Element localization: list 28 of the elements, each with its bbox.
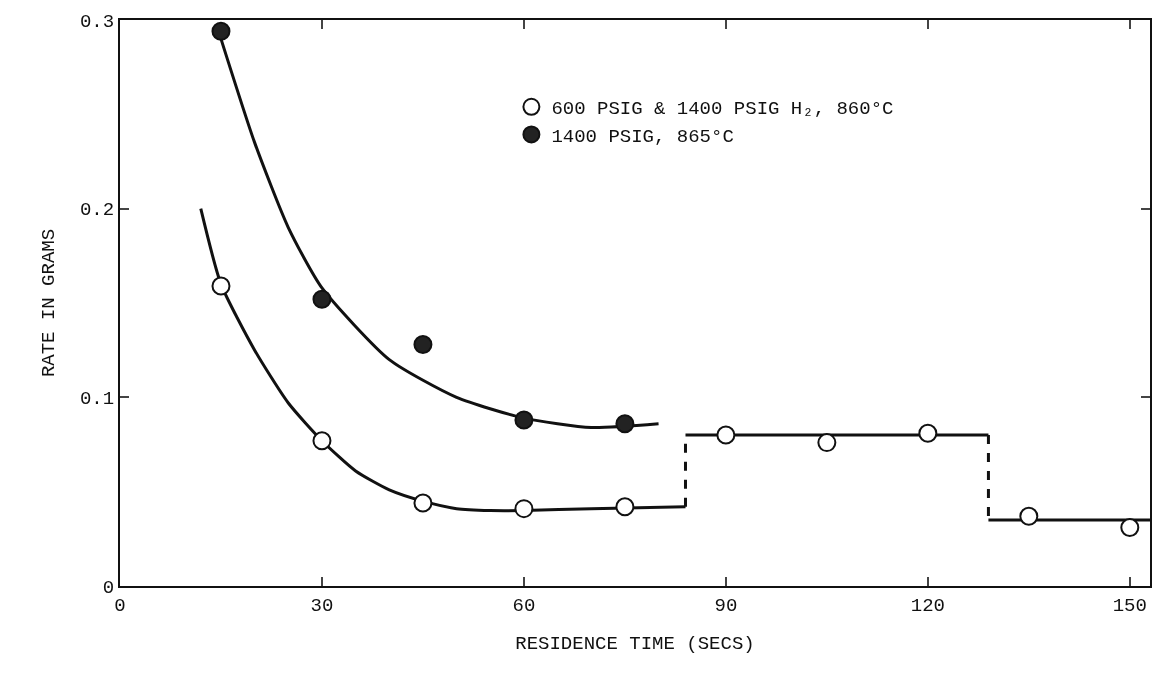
point [312, 289, 332, 309]
x-tick-label: 150 [1112, 594, 1147, 617]
y-tick-label: 0.1 [79, 387, 115, 410]
legend-label: 600 PSIG & 1400 PSIG H₂, 860°C [551, 98, 894, 121]
y-tick-label: 0.3 [79, 10, 115, 33]
point [211, 21, 231, 41]
point [514, 410, 534, 430]
point [1019, 506, 1039, 526]
point [514, 499, 534, 519]
y-tick-label: 0.2 [79, 199, 115, 222]
x-axis-title: RESIDENCE TIME (SECS) [515, 633, 755, 656]
point [615, 497, 635, 517]
point [817, 433, 837, 453]
y-tick-label: 0 [102, 576, 115, 599]
x-tick-label: 90 [714, 594, 738, 617]
point [716, 425, 736, 445]
x-tick-label: 60 [512, 594, 536, 617]
point [1120, 518, 1140, 537]
x-tick-label: 30 [310, 594, 334, 617]
point [918, 423, 938, 443]
point [413, 493, 433, 513]
x-tick-label: 120 [910, 594, 945, 617]
y-axis-title: RATE IN GRAMS [38, 228, 61, 378]
legend-label: 1400 PSIG, 865°C [551, 125, 734, 148]
point [312, 431, 332, 451]
point [211, 276, 231, 296]
point [413, 335, 433, 354]
point [615, 414, 635, 434]
